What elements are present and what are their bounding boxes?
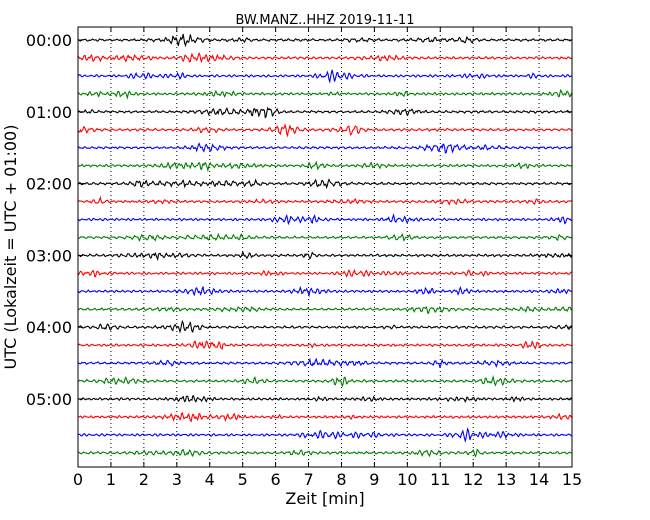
vertical-grid (110, 27, 540, 467)
seismic-trace (77, 448, 573, 458)
y-tick-label: 01:00 (26, 103, 72, 122)
seismic-trace (77, 142, 573, 154)
seismic-trace (77, 319, 573, 334)
seismic-trace (77, 412, 573, 423)
seismic-trace (77, 51, 573, 64)
y-tick-label: 03:00 (26, 246, 72, 265)
seismic-trace (77, 195, 573, 206)
seismic-trace (77, 160, 573, 173)
seismic-trace (77, 106, 573, 119)
chart-title: BW.MANZ..HHZ 2019-11-11 (235, 13, 414, 28)
seismic-trace (77, 33, 573, 48)
x-tick-label: 0 (73, 470, 83, 489)
seismic-trace (77, 250, 573, 262)
x-axis-label: Zeit [min] (285, 489, 364, 508)
seismic-trace (77, 123, 573, 138)
seismic-trace (77, 178, 573, 190)
x-tick-label: 4 (205, 470, 215, 489)
seismic-trace (77, 268, 573, 278)
x-tick-label: 7 (303, 470, 313, 489)
x-tick-label: 2 (139, 470, 149, 489)
x-tick-label: 1 (106, 470, 116, 489)
seismic-trace (77, 427, 573, 443)
y-tick-label: 04:00 (26, 318, 72, 337)
x-tick-label: 11 (430, 470, 450, 489)
seismic-trace (77, 232, 573, 243)
seismic-trace (77, 394, 573, 404)
seismic-trace (77, 69, 573, 84)
y-tick-label: 05:00 (26, 390, 72, 409)
seismic-trace (77, 374, 573, 388)
plot-frame (77, 26, 573, 468)
x-tick-label: 13 (496, 470, 516, 489)
x-tick-label: 10 (397, 470, 417, 489)
seismic-trace (77, 340, 573, 350)
y-axis-label: UTC (Lokalzeit = UTC + 01:00) (1, 125, 20, 370)
seismic-trace (77, 285, 573, 298)
axis-ticks: 0 1 2 3 4 5 6 7 8 9 10 11 12 13 14 1500:0001:0002:0003:… (26, 27, 582, 489)
seismic-trace (77, 213, 573, 226)
seismic-trace (77, 357, 573, 369)
seismic-trace (77, 88, 573, 100)
y-tick-label: 02:00 (26, 175, 72, 194)
x-tick-label: 9 (369, 470, 379, 489)
x-tick-label: 14 (529, 470, 549, 489)
x-tick-label: 5 (238, 470, 248, 489)
seismic-trace (77, 305, 573, 315)
x-tick-label: 15 (562, 470, 582, 489)
y-tick-label: 00:00 (26, 31, 72, 50)
trace-group (77, 33, 573, 458)
x-tick-label: 12 (463, 470, 483, 489)
x-tick-label: 6 (271, 470, 281, 489)
x-tick-label: 3 (172, 470, 182, 489)
x-tick-label: 8 (336, 470, 346, 489)
